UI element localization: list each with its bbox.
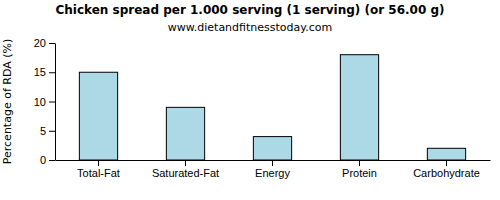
plot: 0 5 10 15 20 Total-Fat Saturated-Fat Energy Prot… xyxy=(34,37,491,179)
axis-line xyxy=(55,44,56,161)
tick-mark xyxy=(359,160,360,166)
tick: Energy xyxy=(255,160,290,179)
tick: Protein xyxy=(342,160,377,179)
tick-label: Energy xyxy=(255,167,290,179)
subtitle: www.dietandfitnesstoday.com xyxy=(168,21,332,34)
tick: Saturated-Fat xyxy=(152,160,219,179)
tick-label: 20 xyxy=(34,37,46,49)
tick-mark xyxy=(49,102,55,103)
bar xyxy=(79,72,117,160)
tick: 20 xyxy=(34,37,55,49)
tick: 10 xyxy=(34,96,55,108)
x-axis: Total-Fat Saturated-Fat Energy Protein Carbo… xyxy=(56,160,491,179)
tick-label: Carbohydrate xyxy=(413,167,480,179)
y-axis: 0 5 10 15 20 xyxy=(34,37,56,166)
tick: 15 xyxy=(34,66,55,78)
tick-label: 0 xyxy=(40,154,46,166)
bar xyxy=(166,107,204,160)
bar xyxy=(253,137,291,160)
chart: 0 5 10 15 20 Total-Fat Saturated-Fat Energy Prot… xyxy=(0,0,500,200)
tick: 5 xyxy=(40,125,55,137)
tick-mark xyxy=(446,160,447,166)
tick-mark xyxy=(272,160,273,166)
tick-mark xyxy=(49,72,55,73)
tick-label: 10 xyxy=(34,96,46,108)
title: Chicken spread per 1.000 serving (1 serv… xyxy=(55,3,444,17)
tick-label: 15 xyxy=(34,66,46,78)
tick-mark xyxy=(49,131,55,132)
tick-mark xyxy=(49,160,55,161)
bars xyxy=(79,55,465,160)
tick-mark xyxy=(185,160,186,166)
tick: 0 xyxy=(40,154,55,166)
tick: Total-Fat xyxy=(77,160,120,179)
tick-label: Protein xyxy=(342,167,377,179)
tick-label: Total-Fat xyxy=(77,167,120,179)
tick: Carbohydrate xyxy=(413,160,480,179)
bar xyxy=(340,55,378,160)
tick-label: 5 xyxy=(40,125,46,137)
tick-label: Saturated-Fat xyxy=(152,167,219,179)
y-axis-title: Percentage of RDA (%) xyxy=(1,39,14,164)
tick-mark xyxy=(49,43,55,44)
tick-mark xyxy=(98,160,99,166)
bar xyxy=(427,148,465,160)
